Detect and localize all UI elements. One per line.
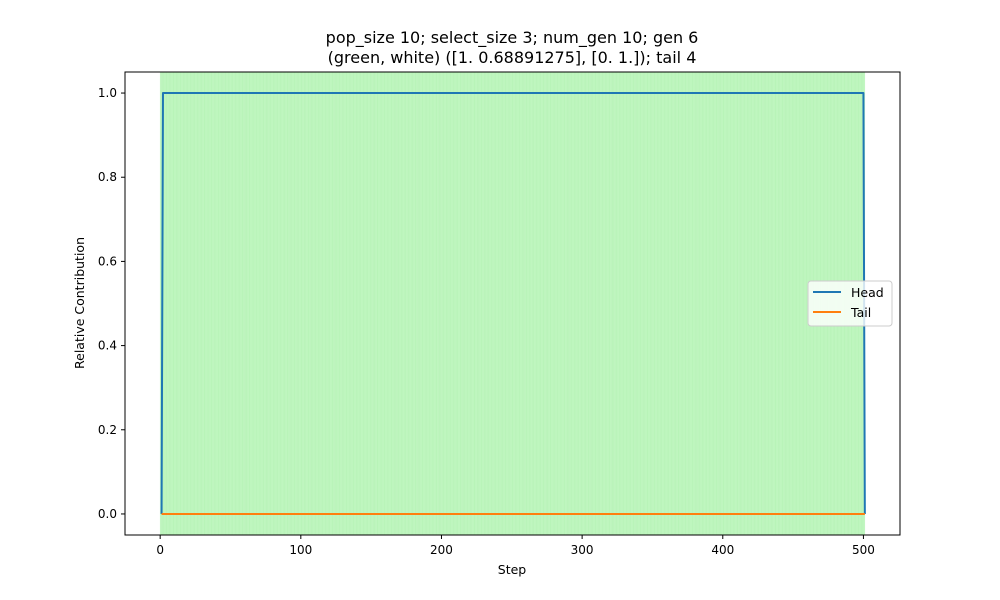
axes-frame bbox=[124, 71, 901, 536]
x-tick-label: 200 bbox=[430, 543, 453, 557]
shaded-span-stripes bbox=[159, 72, 866, 535]
y-axis-label: Relative Contribution bbox=[72, 237, 87, 369]
legend: Head Tail bbox=[807, 280, 893, 327]
x-tick-label: 400 bbox=[711, 543, 734, 557]
chart-title-line1: pop_size 10; select_size 3; num_gen 10; … bbox=[326, 28, 699, 48]
x-tick-label: 0 bbox=[156, 543, 164, 557]
legend-label-tail: Tail bbox=[850, 305, 871, 320]
y-tick-label: 0.4 bbox=[98, 339, 117, 353]
x-tick-label: 100 bbox=[289, 543, 312, 557]
x-tick-label: 300 bbox=[571, 543, 594, 557]
y-tick-label: 1.0 bbox=[98, 86, 117, 100]
y-tick-label: 0.8 bbox=[98, 170, 117, 184]
y-tick-label: 0.0 bbox=[98, 507, 117, 521]
plot-area: 0 100 200 300 400 500 0.0 0.2 0.4 0.6 0.8 1.0 bbox=[98, 71, 901, 557]
x-axis-label: Step bbox=[498, 562, 527, 577]
y-tick-label: 0.6 bbox=[98, 254, 117, 268]
x-tick-label: 500 bbox=[852, 543, 875, 557]
chart-title-line2: (green, white) ([1. 0.68891275], [0. 1.]… bbox=[328, 48, 697, 67]
y-tick-label: 0.2 bbox=[98, 423, 117, 437]
shaded-span bbox=[160, 72, 865, 535]
legend-label-head: Head bbox=[851, 285, 884, 300]
